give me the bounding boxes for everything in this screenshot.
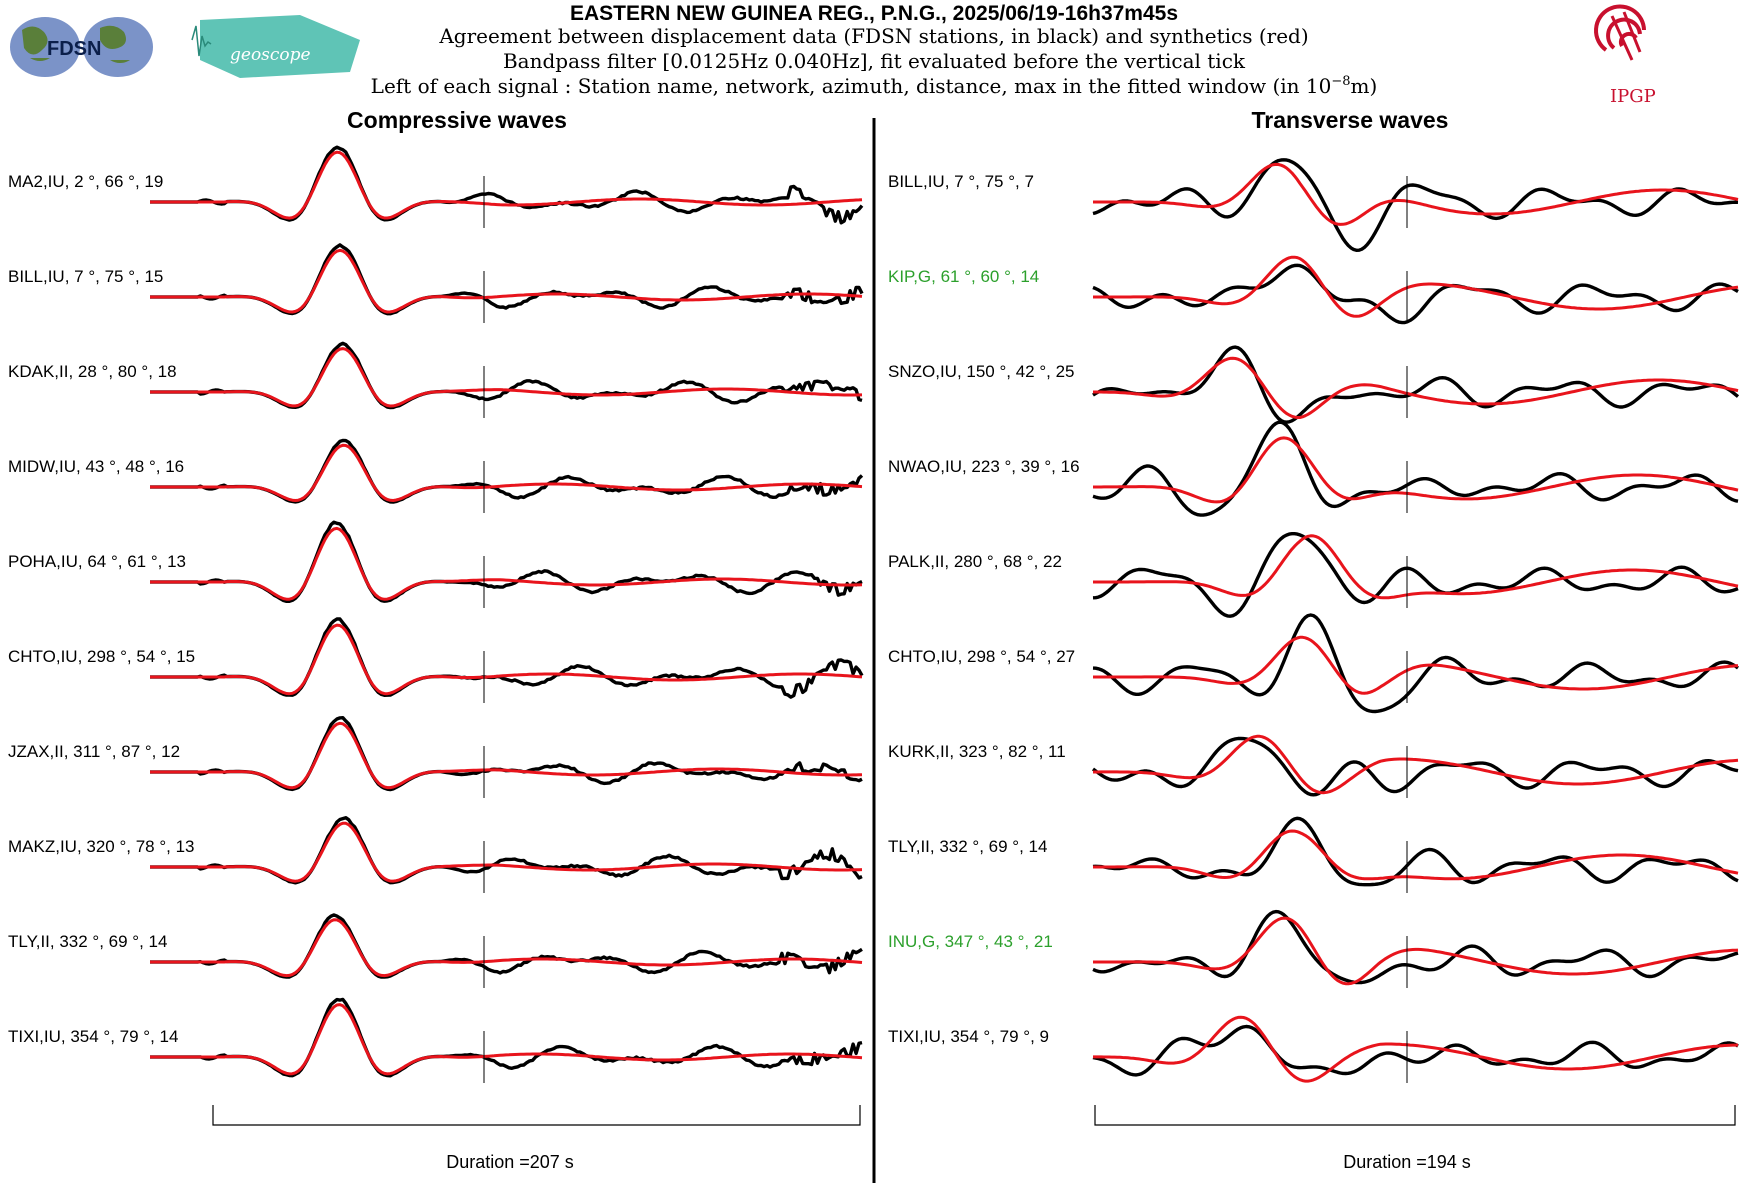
data-trace bbox=[1092, 420, 1739, 517]
transverse-duration-label: Duration =194 s bbox=[1343, 1152, 1471, 1172]
station-label: POHA,IU, 64 °, 61 °, 13 bbox=[8, 552, 186, 571]
fdsn-logo: FDSN bbox=[10, 17, 153, 77]
station-label: MAKZ,IU, 320 °, 78 °, 13 bbox=[8, 837, 195, 856]
station-label: CHTO,IU, 298 °, 54 °, 27 bbox=[888, 647, 1075, 666]
station-label: BILL,IU, 7 °, 75 °, 7 bbox=[888, 172, 1034, 191]
synthetic-trace bbox=[150, 526, 863, 601]
synthetic-trace bbox=[1093, 1015, 1739, 1083]
data-trace bbox=[150, 617, 864, 699]
station-label: NWAO,IU, 223 °, 39 °, 16 bbox=[888, 457, 1080, 476]
data-trace bbox=[1092, 532, 1739, 618]
ipgp-logo-text: IPGP bbox=[1610, 86, 1656, 107]
station-label: CHTO,IU, 298 °, 54 °, 15 bbox=[8, 647, 195, 666]
synthetic-trace bbox=[1093, 356, 1739, 419]
station-label: INU,G, 347 °, 43 °, 21 bbox=[888, 932, 1053, 951]
geoscope-logo: geoscope bbox=[191, 15, 360, 78]
station-label: KIP,G, 61 °, 60 °, 14 bbox=[888, 267, 1039, 286]
data-trace bbox=[150, 997, 863, 1078]
data-trace bbox=[1092, 816, 1739, 887]
station-label: SNZO,IU, 150 °, 42 °, 25 bbox=[888, 362, 1075, 381]
station-label: TIXI,IU, 354 °, 79 °, 9 bbox=[888, 1027, 1049, 1046]
station-label: KURK,II, 323 °, 82 °, 11 bbox=[888, 742, 1066, 761]
transverse-panel: BILL,IU, 7 °, 75 °, 7 KIP,G, 61 °, 60 °, … bbox=[888, 158, 1740, 1083]
compressive-panel-title: Compressive waves bbox=[347, 107, 567, 133]
data-trace bbox=[1091, 736, 1739, 797]
compressive-duration-bracket bbox=[212, 1105, 861, 1126]
data-trace bbox=[1092, 158, 1739, 252]
station-label: TLY,II, 332 °, 69 °, 14 bbox=[8, 932, 167, 951]
header-line-3-exponent: −8 bbox=[1331, 74, 1350, 89]
data-trace bbox=[1092, 613, 1739, 714]
synthetic-trace bbox=[150, 721, 863, 790]
data-trace bbox=[150, 438, 864, 504]
station-label: TIXI,IU, 354 °, 79 °, 14 bbox=[8, 1027, 178, 1046]
header-line-2: Bandpass filter [0.0125Hz 0.040Hz], fit … bbox=[503, 49, 1246, 73]
synthetic-trace bbox=[1093, 829, 1739, 881]
data-trace bbox=[1092, 909, 1739, 985]
transverse-duration-bracket bbox=[1094, 1105, 1736, 1126]
data-trace bbox=[150, 716, 863, 792]
data-trace bbox=[1092, 1024, 1739, 1077]
data-trace bbox=[150, 243, 864, 316]
station-label: MIDW,IU, 43 °, 48 °, 16 bbox=[8, 457, 184, 476]
station-label: KDAK,II, 28 °, 80 °, 18 bbox=[8, 362, 177, 381]
synthetic-trace bbox=[150, 248, 863, 314]
synthetic-trace bbox=[150, 623, 863, 696]
synthetic-trace bbox=[1093, 916, 1739, 986]
header-line-3: Left of each signal : Station name, netw… bbox=[371, 74, 1378, 98]
data-trace bbox=[150, 145, 864, 225]
header-line-3-prefix: Left of each signal : Station name, netw… bbox=[371, 74, 1332, 98]
transverse-panel-title: Transverse waves bbox=[1252, 107, 1449, 133]
geoscope-logo-text: geoscope bbox=[230, 45, 311, 65]
station-label: MA2,IU, 2 °, 66 °, 19 bbox=[8, 172, 163, 191]
data-trace bbox=[150, 913, 863, 979]
synthetic-trace bbox=[1093, 255, 1739, 318]
synthetic-trace bbox=[150, 443, 863, 502]
data-trace bbox=[150, 341, 863, 410]
synthetic-trace bbox=[150, 150, 863, 220]
ipgp-logo: IPGP bbox=[1594, 4, 1656, 107]
station-label: BILL,IU, 7 °, 75 °, 15 bbox=[8, 267, 163, 286]
station-label: PALK,II, 280 °, 68 °, 22 bbox=[888, 552, 1062, 571]
synthetic-trace bbox=[1093, 534, 1739, 600]
synthetic-trace bbox=[150, 821, 863, 883]
synthetic-trace bbox=[150, 918, 863, 978]
data-trace bbox=[150, 520, 863, 603]
synthetic-trace bbox=[1093, 436, 1739, 504]
compressive-panel: MA2,IU, 2 °, 66 °, 19 BILL,IU, 7 °, 75 °,… bbox=[8, 145, 864, 1083]
station-label: JZAX,II, 311 °, 87 °, 12 bbox=[8, 742, 180, 761]
station-label: TLY,II, 332 °, 69 °, 14 bbox=[888, 837, 1047, 856]
synthetic-trace bbox=[1093, 635, 1739, 695]
synthetic-trace bbox=[1093, 162, 1739, 226]
fdsn-logo-text: FDSN bbox=[47, 38, 101, 60]
synthetic-trace bbox=[1093, 734, 1739, 795]
synthetic-trace bbox=[150, 1003, 863, 1076]
synthetic-trace bbox=[150, 347, 862, 408]
header-line-3-suffix: m) bbox=[1351, 74, 1378, 98]
data-trace bbox=[150, 816, 863, 885]
compressive-duration-label: Duration =207 s bbox=[446, 1152, 574, 1172]
data-trace bbox=[1092, 263, 1739, 325]
header-line-1: Agreement between displacement data (FDS… bbox=[438, 24, 1308, 48]
data-trace bbox=[1092, 345, 1740, 424]
figure-title: EASTERN NEW GUINEA REG., P.N.G., 2025/06… bbox=[570, 2, 1178, 25]
